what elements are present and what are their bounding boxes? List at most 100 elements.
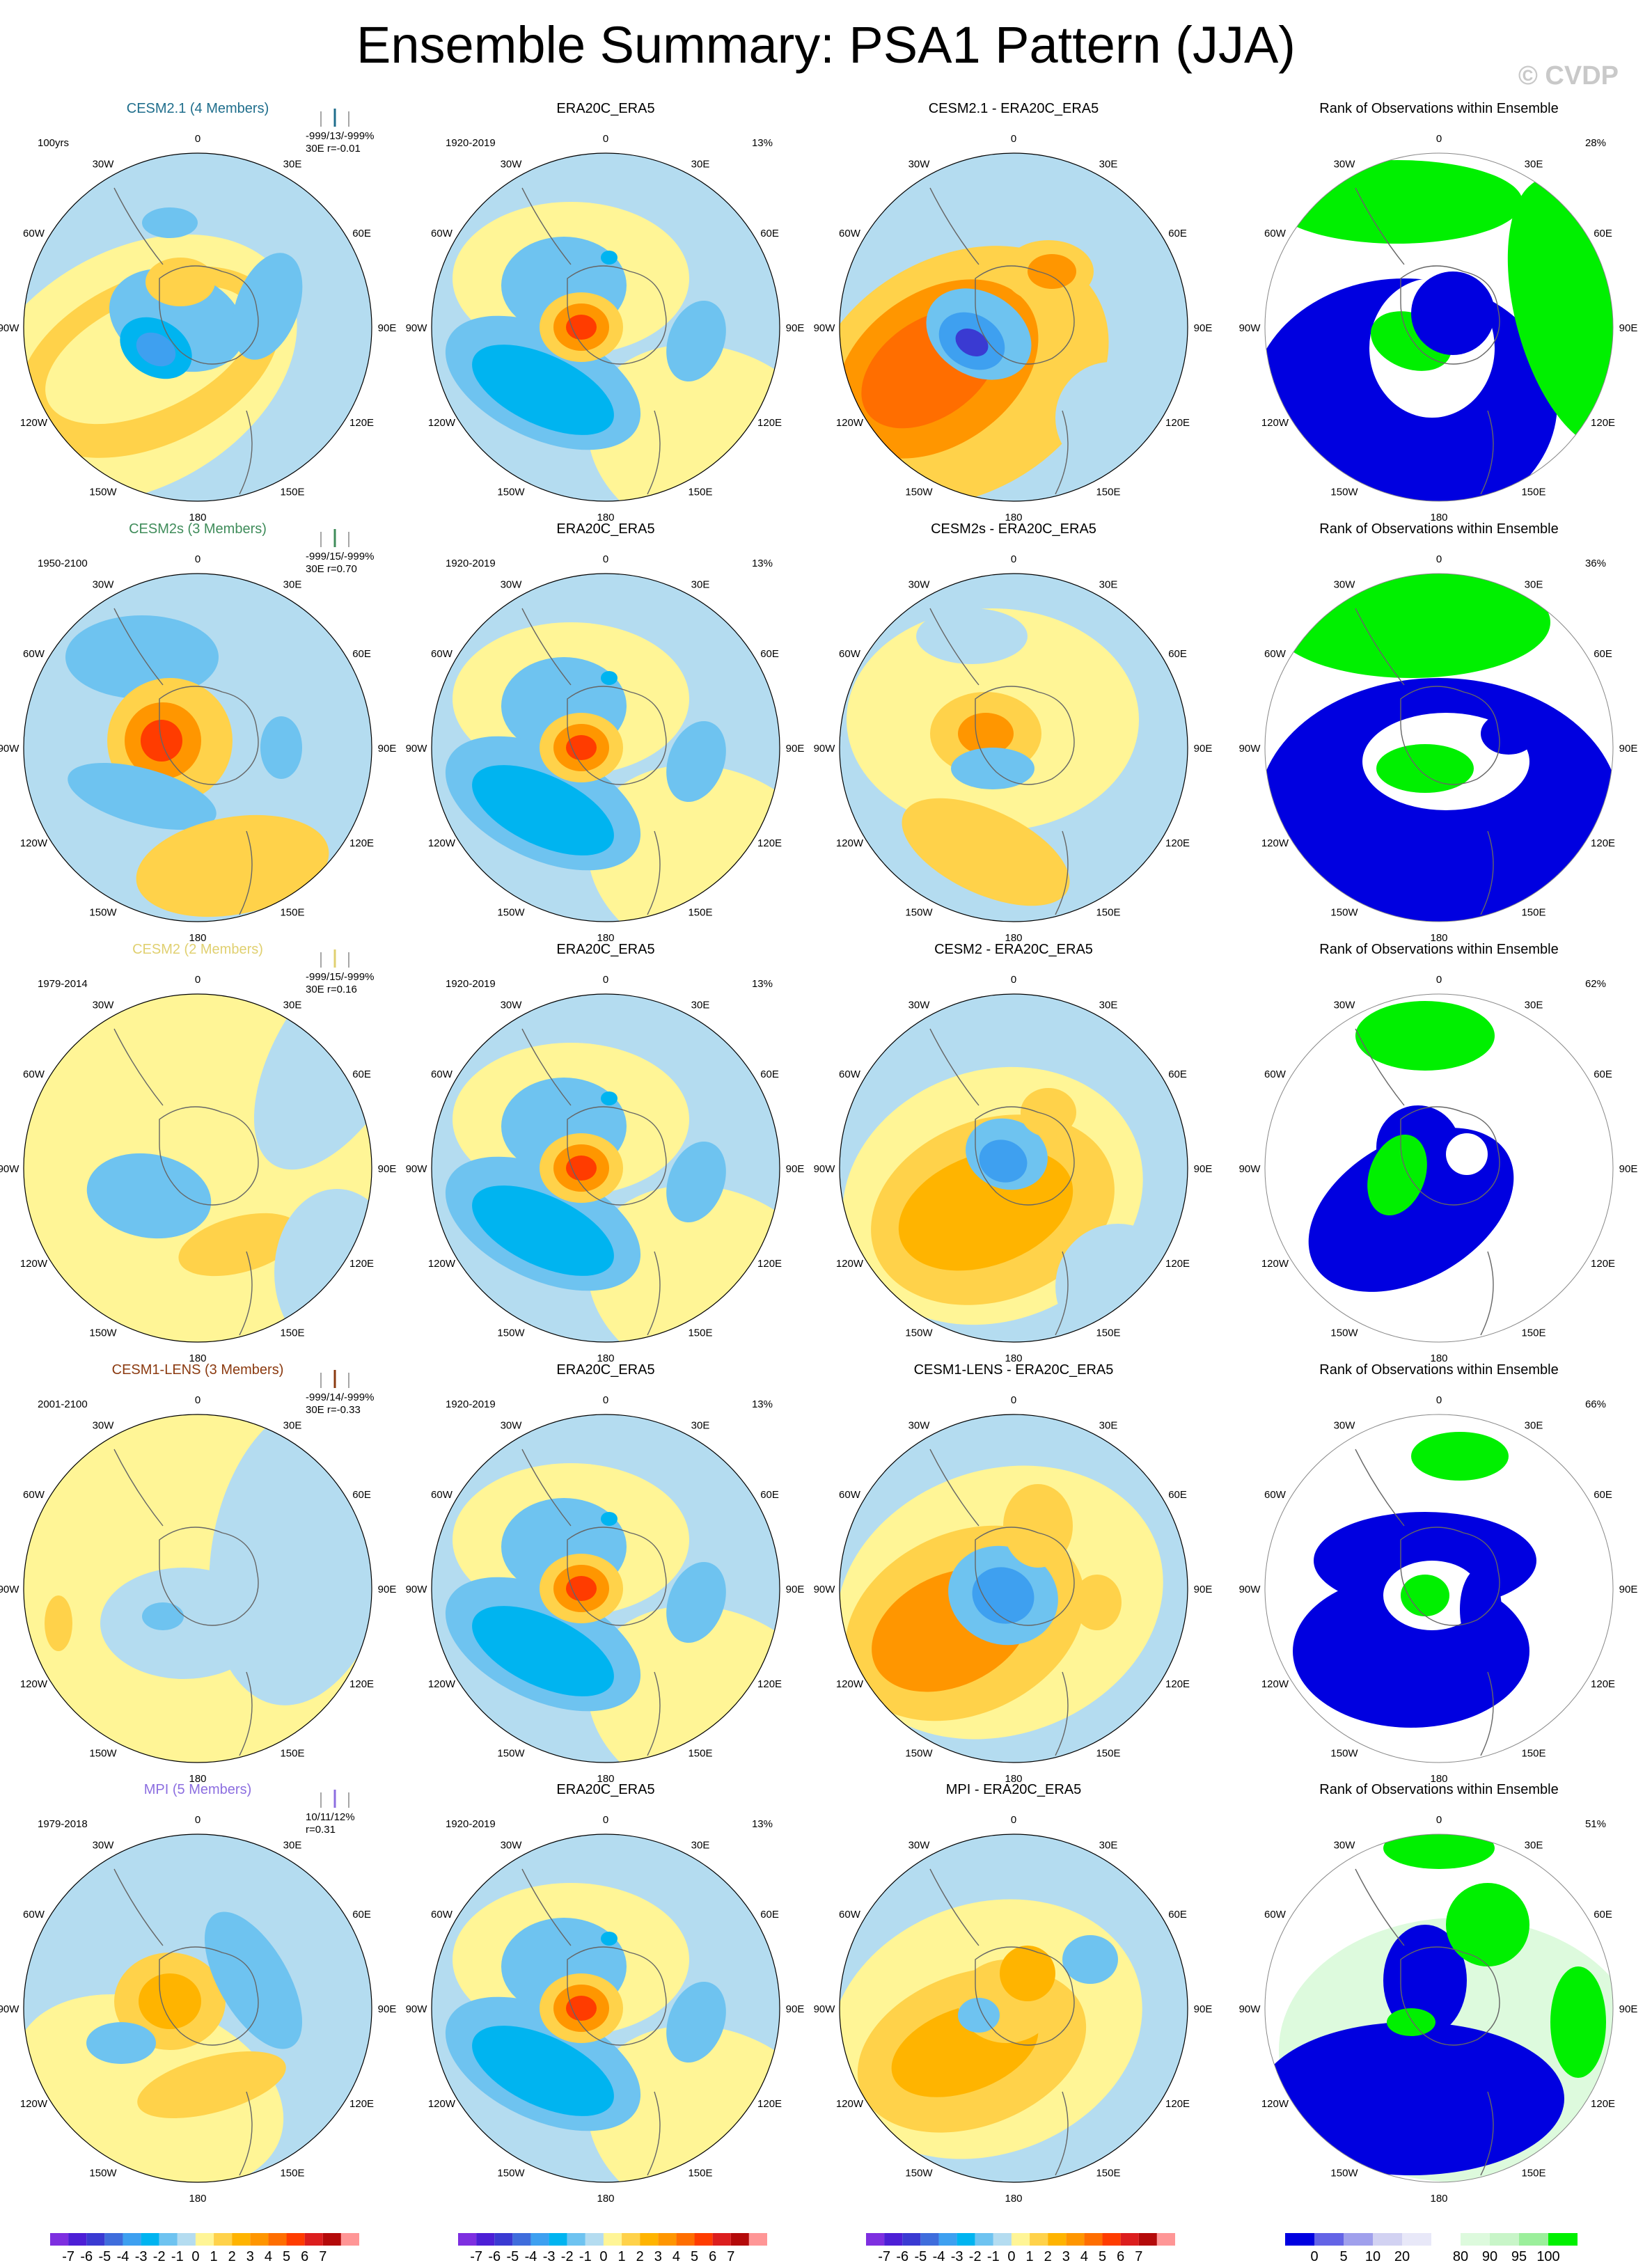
colorbar-tick-label: 5 xyxy=(691,2249,698,2263)
colorbar-swatch xyxy=(1048,2233,1067,2246)
colorbar-swatch xyxy=(567,2233,585,2246)
longitude-label-lon150w: 150W xyxy=(1330,487,1358,498)
antarctica-coastline xyxy=(1400,1106,1500,1206)
longitude-label-lon0: 0 xyxy=(1011,553,1016,565)
south-america-coastline xyxy=(113,1449,164,1527)
longitude-label-lon0: 0 xyxy=(1011,974,1016,986)
longitude-label-lon60e: 60E xyxy=(1594,1909,1612,1921)
longitude-label-lon60e: 60E xyxy=(352,1909,371,1921)
longitude-label-lon30w: 30W xyxy=(93,1839,115,1851)
colorbar-tick-label: -6 xyxy=(488,2249,501,2263)
longitude-label-lon90e: 90E xyxy=(786,743,805,755)
longitude-label-lon30e: 30E xyxy=(691,578,710,590)
diff-title-1: CESM2s - ERA20C_ERA5 xyxy=(931,521,1096,537)
longitude-label-lon60w: 60W xyxy=(839,228,861,239)
colorbar-tick-label: 2 xyxy=(1044,2249,1052,2263)
rank-field xyxy=(1265,1834,1613,2182)
longitude-label-lon30w: 30W xyxy=(93,1419,115,1431)
map-border xyxy=(839,152,1188,502)
longitude-label-lon30w: 30W xyxy=(1334,578,1356,590)
longitude-label-lon180: 180 xyxy=(1005,932,1022,944)
longitude-label-lon90e: 90E xyxy=(378,1584,397,1595)
colorbar-swatch xyxy=(476,2233,495,2246)
rank-colorbar-tick-label: 10 xyxy=(1365,2249,1380,2263)
rank-colorbar-swatch xyxy=(1548,2233,1578,2246)
colorbar-swatch xyxy=(1156,2233,1175,2246)
longitude-label-lon120w: 120W xyxy=(836,1678,864,1690)
model-stats-0: -999/13/-999% xyxy=(306,130,374,142)
colorbar-tick-label: -2 xyxy=(153,2249,166,2263)
longitude-label-lon30w: 30W xyxy=(93,999,115,1011)
longitude-label-lon180: 180 xyxy=(189,1353,206,1364)
model-period-2: 1979-2014 xyxy=(38,978,88,990)
longitude-label-lon60e: 60E xyxy=(760,1489,779,1501)
longitude-label-lon60e: 60E xyxy=(1168,228,1187,239)
model-period-4: 1979-2018 xyxy=(38,1818,88,1830)
longitude-label-lon60e: 60E xyxy=(352,1069,371,1080)
map-panel-r0-c1: 0 30E 60E 90E 120E 150E 180 150W 120W 90W 60W 30W xyxy=(406,133,805,523)
longitude-label-lon120w: 120W xyxy=(1261,1678,1289,1690)
new-zealand-coastline xyxy=(1480,830,1494,915)
map-field xyxy=(24,574,372,922)
longitude-label-lon180: 180 xyxy=(189,2193,206,2205)
longitude-label-lon120e: 120E xyxy=(1591,837,1615,849)
map-panel-r0-c0: 0 30E 60E 90E 120E 150E 180 150W 120W 90W 60W 30W xyxy=(0,133,396,523)
colorbar-swatch xyxy=(1030,2233,1048,2246)
rank-field xyxy=(1265,574,1613,922)
longitude-label-lon90w: 90W xyxy=(1239,1584,1261,1595)
south-america-coastline xyxy=(929,1868,980,1946)
colorbar-tick-label: 6 xyxy=(1117,2249,1124,2263)
longitude-label-lon30e: 30E xyxy=(1525,578,1543,590)
colorbar-swatch xyxy=(585,2233,604,2246)
antarctica-coastline xyxy=(567,1106,667,1206)
longitude-label-lon60w: 60W xyxy=(1264,228,1287,239)
longitude-label-lon0: 0 xyxy=(1436,133,1442,145)
colorbar-tick-label: -4 xyxy=(525,2249,537,2263)
colorbar-tick-label: 6 xyxy=(301,2249,308,2263)
longitude-label-lon60w: 60W xyxy=(23,1909,45,1921)
obs-period-0: 1920-2019 xyxy=(446,137,496,149)
obs-title-3: ERA20C_ERA5 xyxy=(556,1362,654,1378)
longitude-label-lon150e: 150E xyxy=(688,907,712,919)
longitude-label-lon30w: 30W xyxy=(908,1419,931,1431)
colorbar-tick-label: -1 xyxy=(987,2249,1000,2263)
colorbar-tick-label: -5 xyxy=(506,2249,519,2263)
longitude-label-lon30e: 30E xyxy=(1525,1839,1543,1851)
longitude-label-lon60w: 60W xyxy=(431,228,453,239)
longitude-label-lon90w: 90W xyxy=(0,1584,19,1595)
south-america-coastline xyxy=(1355,1449,1405,1527)
colorbar-swatch xyxy=(993,2233,1012,2246)
longitude-label-lon150e: 150E xyxy=(1096,1327,1120,1339)
longitude-label-lon30e: 30E xyxy=(1525,999,1543,1011)
longitude-label-lon120e: 120E xyxy=(1591,1258,1615,1270)
colorbar-tick-label: 0 xyxy=(191,2249,199,2263)
colorbar-tick-label: -7 xyxy=(470,2249,482,2263)
model-title-0: CESM2.1 (4 Members) xyxy=(127,101,269,116)
longitude-label-lon150w: 150W xyxy=(89,1327,117,1339)
antarctica-coastline xyxy=(975,686,1075,785)
antarctica-coastline xyxy=(567,686,667,785)
rank-colorbar-tick-label: 90 xyxy=(1482,2249,1497,2263)
longitude-label-lon150w: 150W xyxy=(89,907,117,919)
longitude-label-lon150w: 150W xyxy=(89,2168,117,2179)
obs-title-1: ERA20C_ERA5 xyxy=(556,521,654,537)
map-panel-r3-c1: 0 30E 60E 90E 120E 150E 180 150W 120W 90W 60W 30W xyxy=(406,1394,805,1785)
longitude-label-lon120w: 120W xyxy=(20,1678,48,1690)
longitude-label-lon90e: 90E xyxy=(378,1163,397,1175)
map-panel-r2-c2: 0 30E 60E 90E 120E 150E 180 150W 120W 90W 60W 30W xyxy=(814,974,1213,1364)
colorbar-swatch xyxy=(159,2233,178,2246)
colorbar-tick-label: -1 xyxy=(171,2249,184,2263)
longitude-label-lon120e: 120E xyxy=(1591,417,1615,429)
colorbar-swatch xyxy=(975,2233,993,2246)
longitude-label-lon120e: 120E xyxy=(349,1258,374,1270)
map-panel-r4-c0: 0 30E 60E 90E 120E 150E 180 150W 120W 90W 60W 30W xyxy=(0,1814,396,2205)
antarctica-coastline xyxy=(1400,1527,1500,1626)
longitude-label-lon150e: 150E xyxy=(280,2168,304,2179)
hpa-colorbar-1: -7-6-5-4-3-2-101234567hPa xyxy=(458,2233,767,2263)
antarctica-coastline xyxy=(159,1946,259,2046)
colorbar-swatch xyxy=(68,2233,87,2246)
longitude-label-lon180: 180 xyxy=(189,1773,206,1785)
longitude-label-lon150e: 150E xyxy=(688,487,712,498)
colorbar-tick-label: 0 xyxy=(1007,2249,1015,2263)
colorbar-tick-label: 7 xyxy=(727,2249,734,2263)
